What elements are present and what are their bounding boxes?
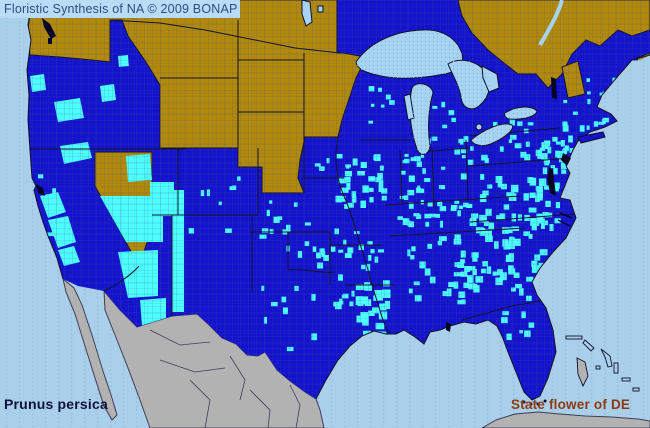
- andros-island: [576, 357, 589, 388]
- puget-inlet: [48, 38, 52, 44]
- map-title-box: Floristic Synthesis of NA © 2009 BONAP: [0, 0, 240, 18]
- state-flower-note: State flower of DE: [511, 397, 631, 412]
- chesapeake-bay: [547, 167, 556, 196]
- region-long-island: [577, 131, 606, 144]
- st-lawrence-river: [538, 0, 564, 47]
- lake-stipple: [356, 29, 537, 155]
- puget-sound: [42, 18, 56, 39]
- dark-coastal-waters: [36, 18, 573, 406]
- lake-of-the-woods: [317, 5, 324, 13]
- delaware-bay: [561, 153, 571, 166]
- mexico-state-lines: [149, 329, 301, 428]
- pamlico-sound: [557, 212, 573, 227]
- lake-champlain: [551, 77, 557, 99]
- lake-winnipeg: [301, 0, 313, 27]
- map-title: Floristic Synthesis of NA © 2009 BONAP: [4, 2, 238, 16]
- region-cuba: [480, 411, 650, 428]
- bahamas: [565, 335, 640, 392]
- mobile-bay: [446, 322, 451, 332]
- coastline: [26, 11, 650, 401]
- san-francisco-bay: [36, 184, 45, 196]
- florida-keys: [522, 399, 547, 406]
- lake-st-clair: [475, 123, 483, 131]
- species-name-label: Prunus persica: [4, 396, 108, 412]
- region-baja-california: [62, 277, 118, 421]
- state-borders: [28, 19, 577, 335]
